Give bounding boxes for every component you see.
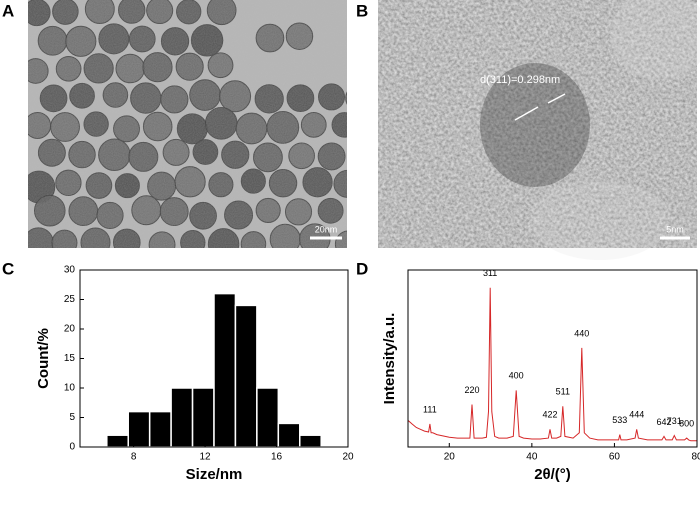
y-tick-label: 25 bbox=[64, 294, 76, 305]
bar bbox=[106, 434, 129, 448]
particle bbox=[348, 196, 379, 227]
x-tick-label: 8 bbox=[131, 452, 137, 463]
x-axis-label: 2θ/(°) bbox=[534, 466, 571, 483]
panel-label: A bbox=[2, 1, 14, 20]
bar bbox=[256, 387, 280, 448]
peak-label: 422 bbox=[543, 410, 558, 420]
y-tick-label: 20 bbox=[64, 324, 76, 335]
y-tick-label: 10 bbox=[64, 383, 76, 394]
x-tick-label: 60 bbox=[609, 452, 621, 463]
peak-label: 800 bbox=[679, 419, 694, 429]
x-tick-label: 20 bbox=[444, 452, 456, 463]
y-tick-label: 0 bbox=[69, 442, 75, 453]
y-axis-label: Count/% bbox=[35, 328, 52, 389]
x-tick-label: 80 bbox=[691, 452, 700, 463]
panel-label: C bbox=[2, 259, 14, 278]
bar bbox=[170, 387, 194, 448]
bar bbox=[148, 410, 172, 448]
x-axis-label: Size/nm bbox=[186, 466, 243, 483]
y-tick-label: 30 bbox=[64, 265, 76, 276]
peak-label: 731 bbox=[667, 416, 682, 426]
line-series bbox=[407, 287, 697, 442]
y-tick-label: 15 bbox=[64, 353, 76, 364]
x-tick-label: 12 bbox=[200, 452, 212, 463]
bar bbox=[213, 292, 237, 448]
bar bbox=[191, 387, 215, 448]
panel-label: D bbox=[356, 259, 368, 278]
peak-label: 220 bbox=[464, 385, 479, 395]
hrtem-image bbox=[378, 0, 700, 260]
bar bbox=[299, 434, 322, 448]
peak-label: 444 bbox=[629, 410, 644, 420]
panel-label: B bbox=[356, 1, 368, 20]
peak-label: 400 bbox=[509, 371, 524, 381]
particle bbox=[345, 91, 347, 105]
x-tick-label: 16 bbox=[271, 452, 283, 463]
arrow bbox=[514, 106, 539, 121]
peak-label: 511 bbox=[556, 387, 570, 397]
image-noise bbox=[28, 0, 347, 248]
bar bbox=[234, 304, 258, 448]
peak-label: 111 bbox=[423, 404, 437, 414]
bar bbox=[127, 410, 151, 448]
x-tick-label: 20 bbox=[342, 452, 354, 463]
particle bbox=[349, 143, 373, 167]
y-axis-label: Intensity/a.u. bbox=[381, 313, 398, 405]
peak-label: 533 bbox=[612, 415, 627, 425]
plot-frame bbox=[407, 269, 698, 448]
scale-label: 20nm bbox=[315, 224, 338, 234]
peak-label: 311 bbox=[483, 268, 497, 278]
y-tick-label: 5 bbox=[69, 412, 75, 423]
arrow bbox=[547, 93, 566, 104]
x-tick-label: 40 bbox=[526, 452, 538, 463]
scale-label: 5nm bbox=[666, 224, 684, 234]
peak-label: 440 bbox=[574, 328, 589, 338]
annotation: d(311)=0.298nm bbox=[480, 74, 560, 86]
peak-label: 642 bbox=[656, 417, 671, 427]
bar bbox=[277, 422, 301, 448]
